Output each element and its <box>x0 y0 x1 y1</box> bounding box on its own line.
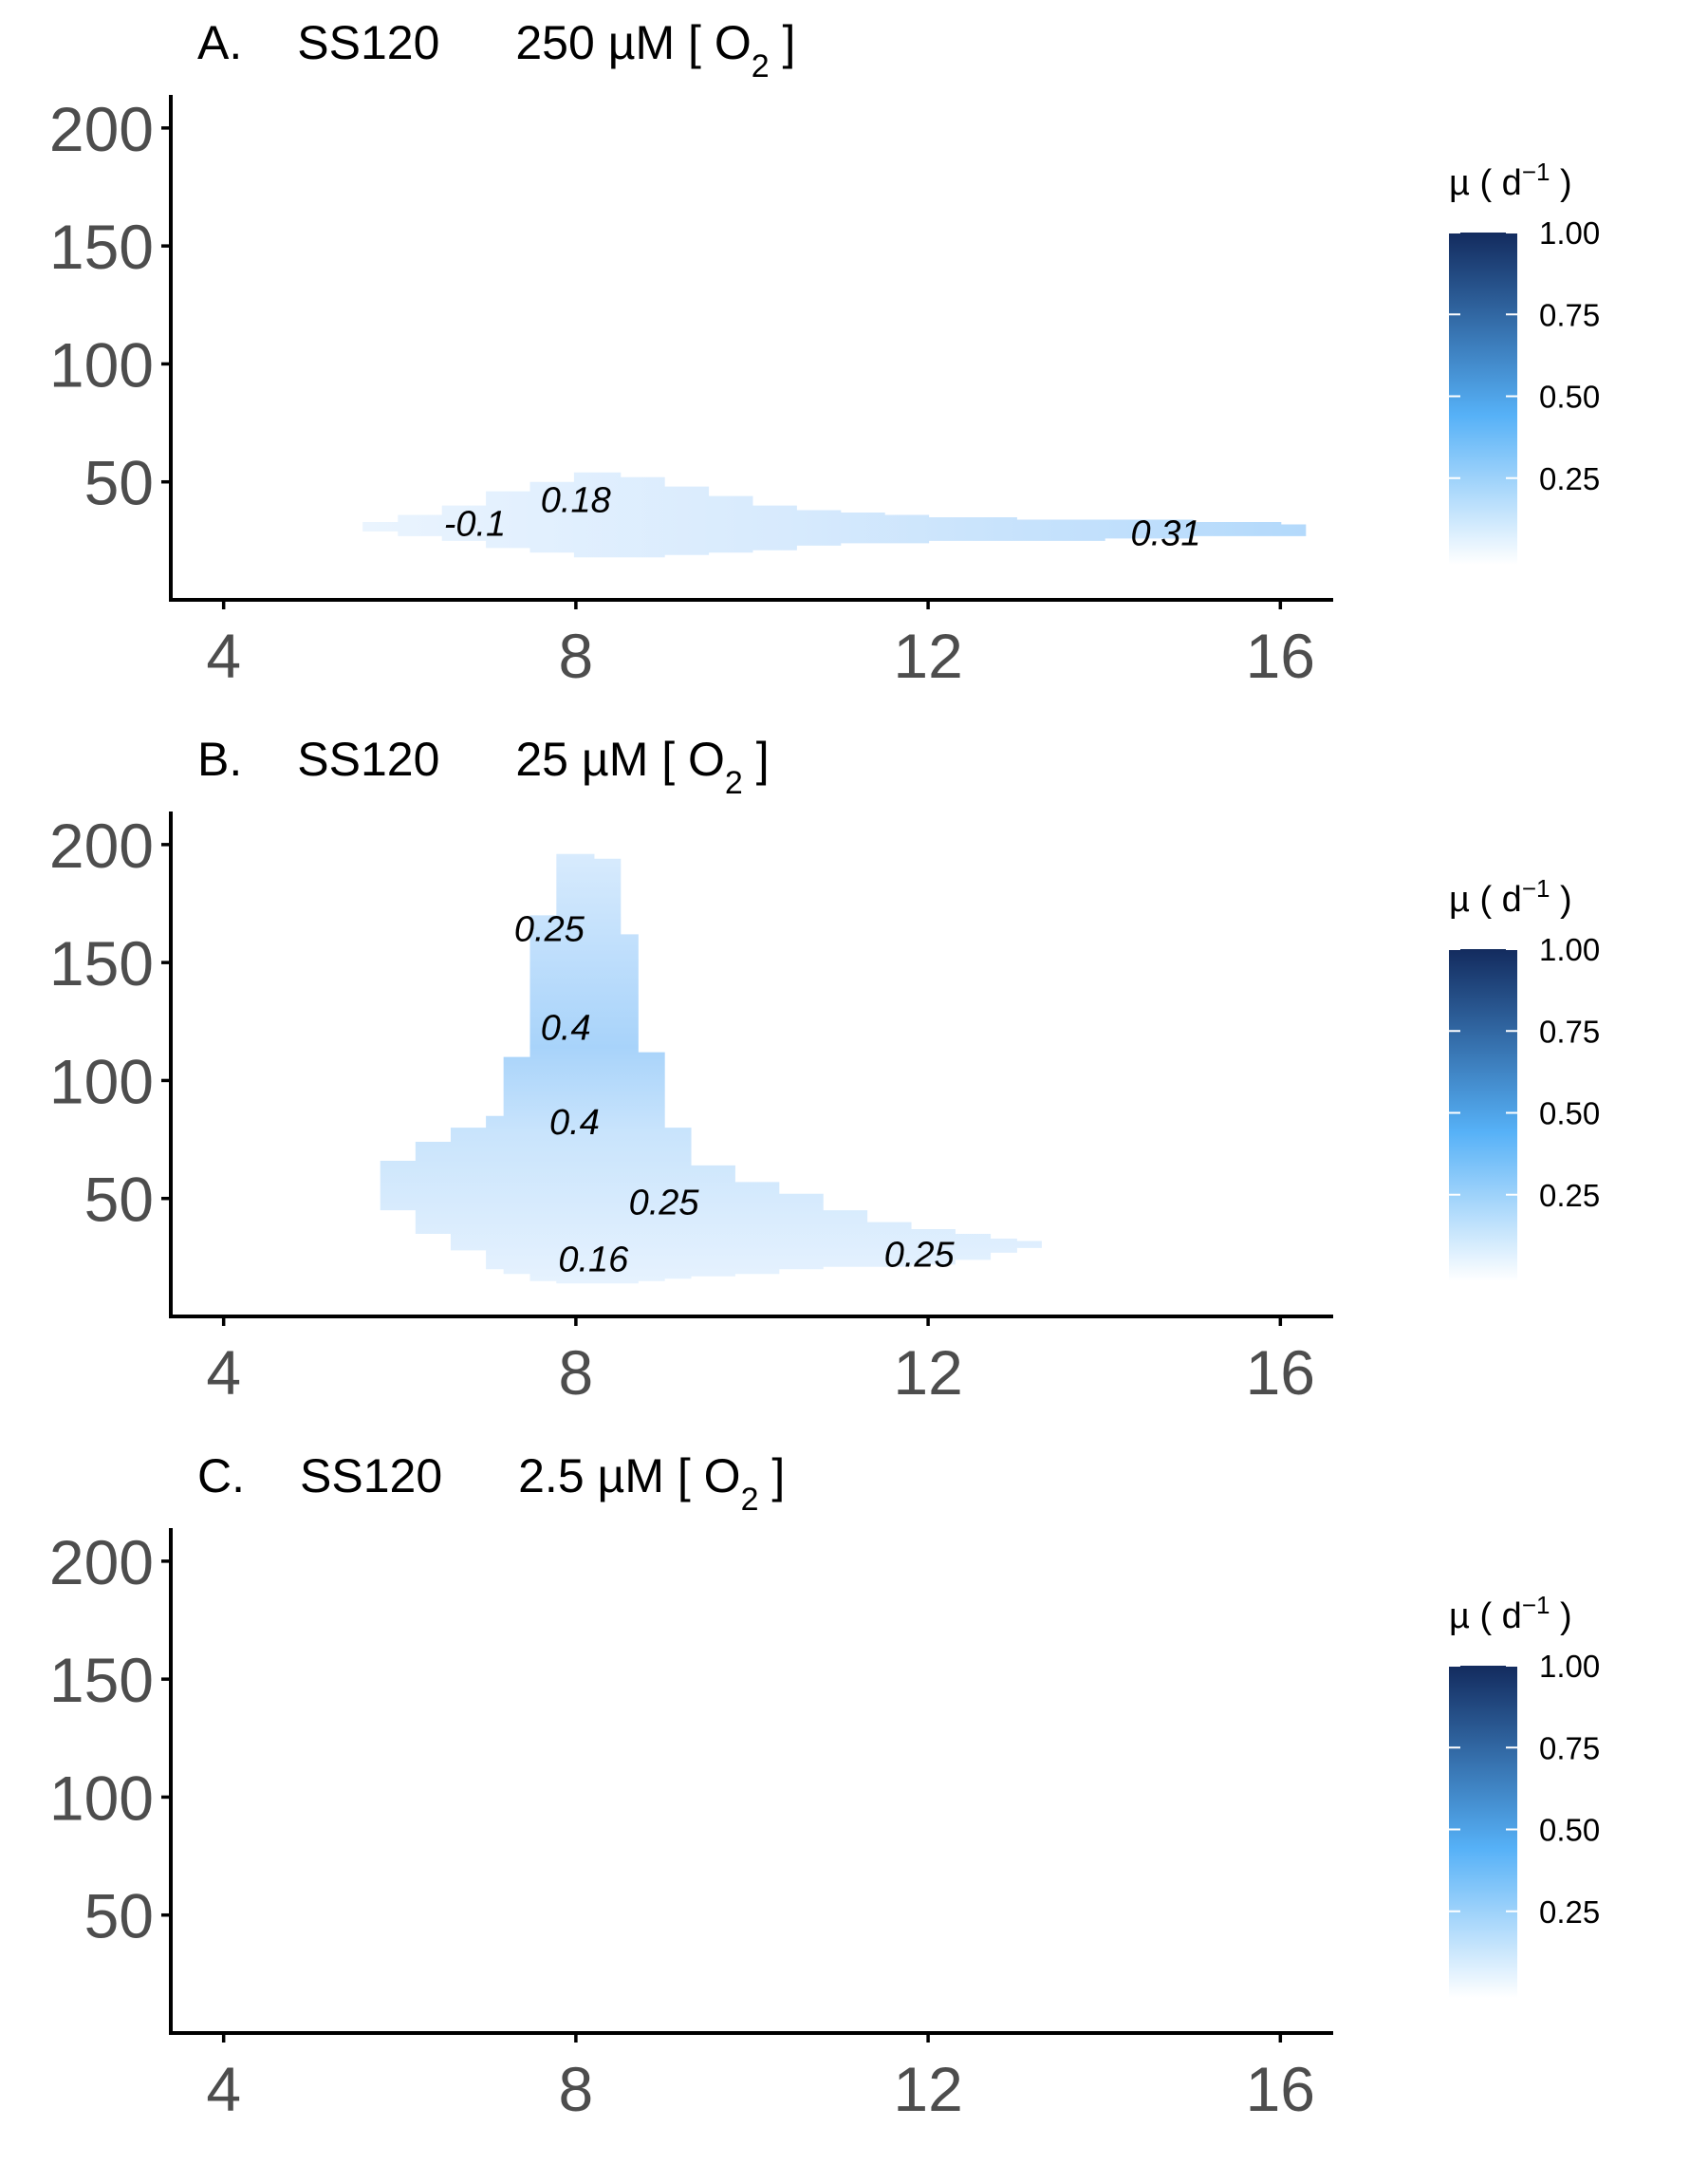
y-tick-label: 50 <box>84 1881 154 1951</box>
panel-c: C. SS120 2.5 µM [ O2 ] 50 100 150 200 4 8 12 16 µ (… <box>49 1449 1600 2124</box>
y-tick-label: 150 <box>49 928 154 998</box>
colorbar-gradient <box>1449 1666 1517 1998</box>
x-tick-label: 16 <box>1246 1337 1315 1408</box>
contour-label: 0.16 <box>558 1240 629 1279</box>
colorbar-tick-label: 0.50 <box>1539 380 1600 415</box>
axis-lines <box>169 1528 1333 2035</box>
growth-region <box>362 472 1307 558</box>
colorbar-title: µ ( d−1 ) <box>1449 158 1572 203</box>
colorbar-tick-label: 0.75 <box>1539 297 1600 332</box>
y-tick-label: 100 <box>49 329 154 400</box>
oxygen-close: ] <box>770 16 796 69</box>
colorbar-tick-label: 0.25 <box>1539 1178 1600 1213</box>
colorbar-tick-label: 1.00 <box>1539 932 1600 967</box>
x-tick-label: 8 <box>559 2054 594 2124</box>
oxygen-subscript: 2 <box>725 765 743 801</box>
colorbar-tick-label: 0.75 <box>1539 1730 1600 1765</box>
panel-title: B. SS120 25 µM [ O2 ] <box>197 733 770 801</box>
y-tick-label: 200 <box>49 1527 154 1597</box>
panel-label: B. <box>197 733 242 786</box>
panel-a: A. SS120 250 µM [ O2 ] -0.1 0.18 0.31 50 100 150… <box>49 16 1600 691</box>
contour-label: 0.25 <box>629 1184 700 1223</box>
colorbar-gradient <box>1449 949 1517 1281</box>
axis-lines <box>169 95 1333 602</box>
x-tick-label: 16 <box>1246 621 1315 691</box>
x-tick-label: 4 <box>206 2054 241 2124</box>
axis-lines <box>169 812 1333 1318</box>
oxygen-subscript: 2 <box>752 48 770 84</box>
contour-label: 0.4 <box>549 1103 600 1143</box>
growth-region <box>380 853 1042 1284</box>
panel-oxygen: 250 µM [ O <box>515 16 751 69</box>
contour-label: 0.4 <box>541 1009 591 1049</box>
x-tick-label: 12 <box>893 1337 962 1408</box>
colorbar-gradient <box>1449 233 1517 565</box>
oxygen-close: ] <box>758 1449 785 1502</box>
contour-label: 0.18 <box>541 481 611 521</box>
colorbar-tick-label: 0.50 <box>1539 1096 1600 1131</box>
colorbar-title: µ ( d−1 ) <box>1449 874 1572 920</box>
panel-strain: SS120 <box>300 1449 442 1502</box>
colorbar-tick-label: 0.75 <box>1539 1014 1600 1049</box>
contour-label: 0.25 <box>514 909 585 949</box>
x-tick-label: 16 <box>1246 2054 1315 2124</box>
colorbar: µ ( d−1 ) 1.00 0.75 0.50 0.25 <box>1449 158 1600 565</box>
x-tick-label: 12 <box>893 621 962 691</box>
colorbar-tick-label: 0.25 <box>1539 461 1600 496</box>
panel-label: A. <box>197 16 242 69</box>
x-tick-label: 8 <box>559 1337 594 1408</box>
panel-title: A. SS120 250 µM [ O2 ] <box>197 16 795 84</box>
x-tick-label: 8 <box>559 621 594 691</box>
contour-label: 0.31 <box>1131 513 1201 553</box>
contour-label: -0.1 <box>444 504 506 544</box>
panel-strain: SS120 <box>297 733 439 786</box>
oxygen-close: ] <box>743 733 770 786</box>
colorbar-tick-label: 1.00 <box>1539 215 1600 251</box>
y-tick-label: 50 <box>84 448 154 518</box>
colorbar: µ ( d−1 ) 1.00 0.75 0.50 0.25 <box>1449 874 1600 1281</box>
panel-oxygen: 25 µM [ O <box>515 733 725 786</box>
panel-label: C. <box>197 1449 245 1502</box>
panel-oxygen: 2.5 µM [ O <box>518 1449 740 1502</box>
y-tick-label: 50 <box>84 1165 154 1235</box>
y-tick-label: 150 <box>49 212 154 282</box>
x-tick-label: 4 <box>206 621 241 691</box>
y-tick-label: 100 <box>49 1046 154 1116</box>
colorbar-tick-label: 1.00 <box>1539 1649 1600 1684</box>
y-tick-label: 150 <box>49 1645 154 1715</box>
y-tick-label: 200 <box>49 94 154 164</box>
panel-strain: SS120 <box>297 16 439 69</box>
panel-title: C. SS120 2.5 µM [ O2 ] <box>197 1449 785 1518</box>
oxygen-subscript: 2 <box>741 1482 759 1518</box>
panel-b: B. SS120 25 µM [ O2 ]0.250.40.40.250.16 0.2… <box>49 733 1600 1408</box>
colorbar-title: µ ( d−1 ) <box>1449 1591 1572 1636</box>
x-tick-label: 4 <box>206 1337 241 1408</box>
contour-label: 0.25 <box>884 1235 956 1275</box>
colorbar-tick-label: 0.25 <box>1539 1894 1600 1930</box>
colorbar-tick-label: 0.50 <box>1539 1813 1600 1848</box>
y-tick-label: 200 <box>49 811 154 881</box>
x-tick-label: 12 <box>893 2054 962 2124</box>
y-tick-label: 100 <box>49 1763 154 1833</box>
colorbar: µ ( d−1 ) 1.00 0.75 0.50 0.25 <box>1449 1591 1600 1998</box>
